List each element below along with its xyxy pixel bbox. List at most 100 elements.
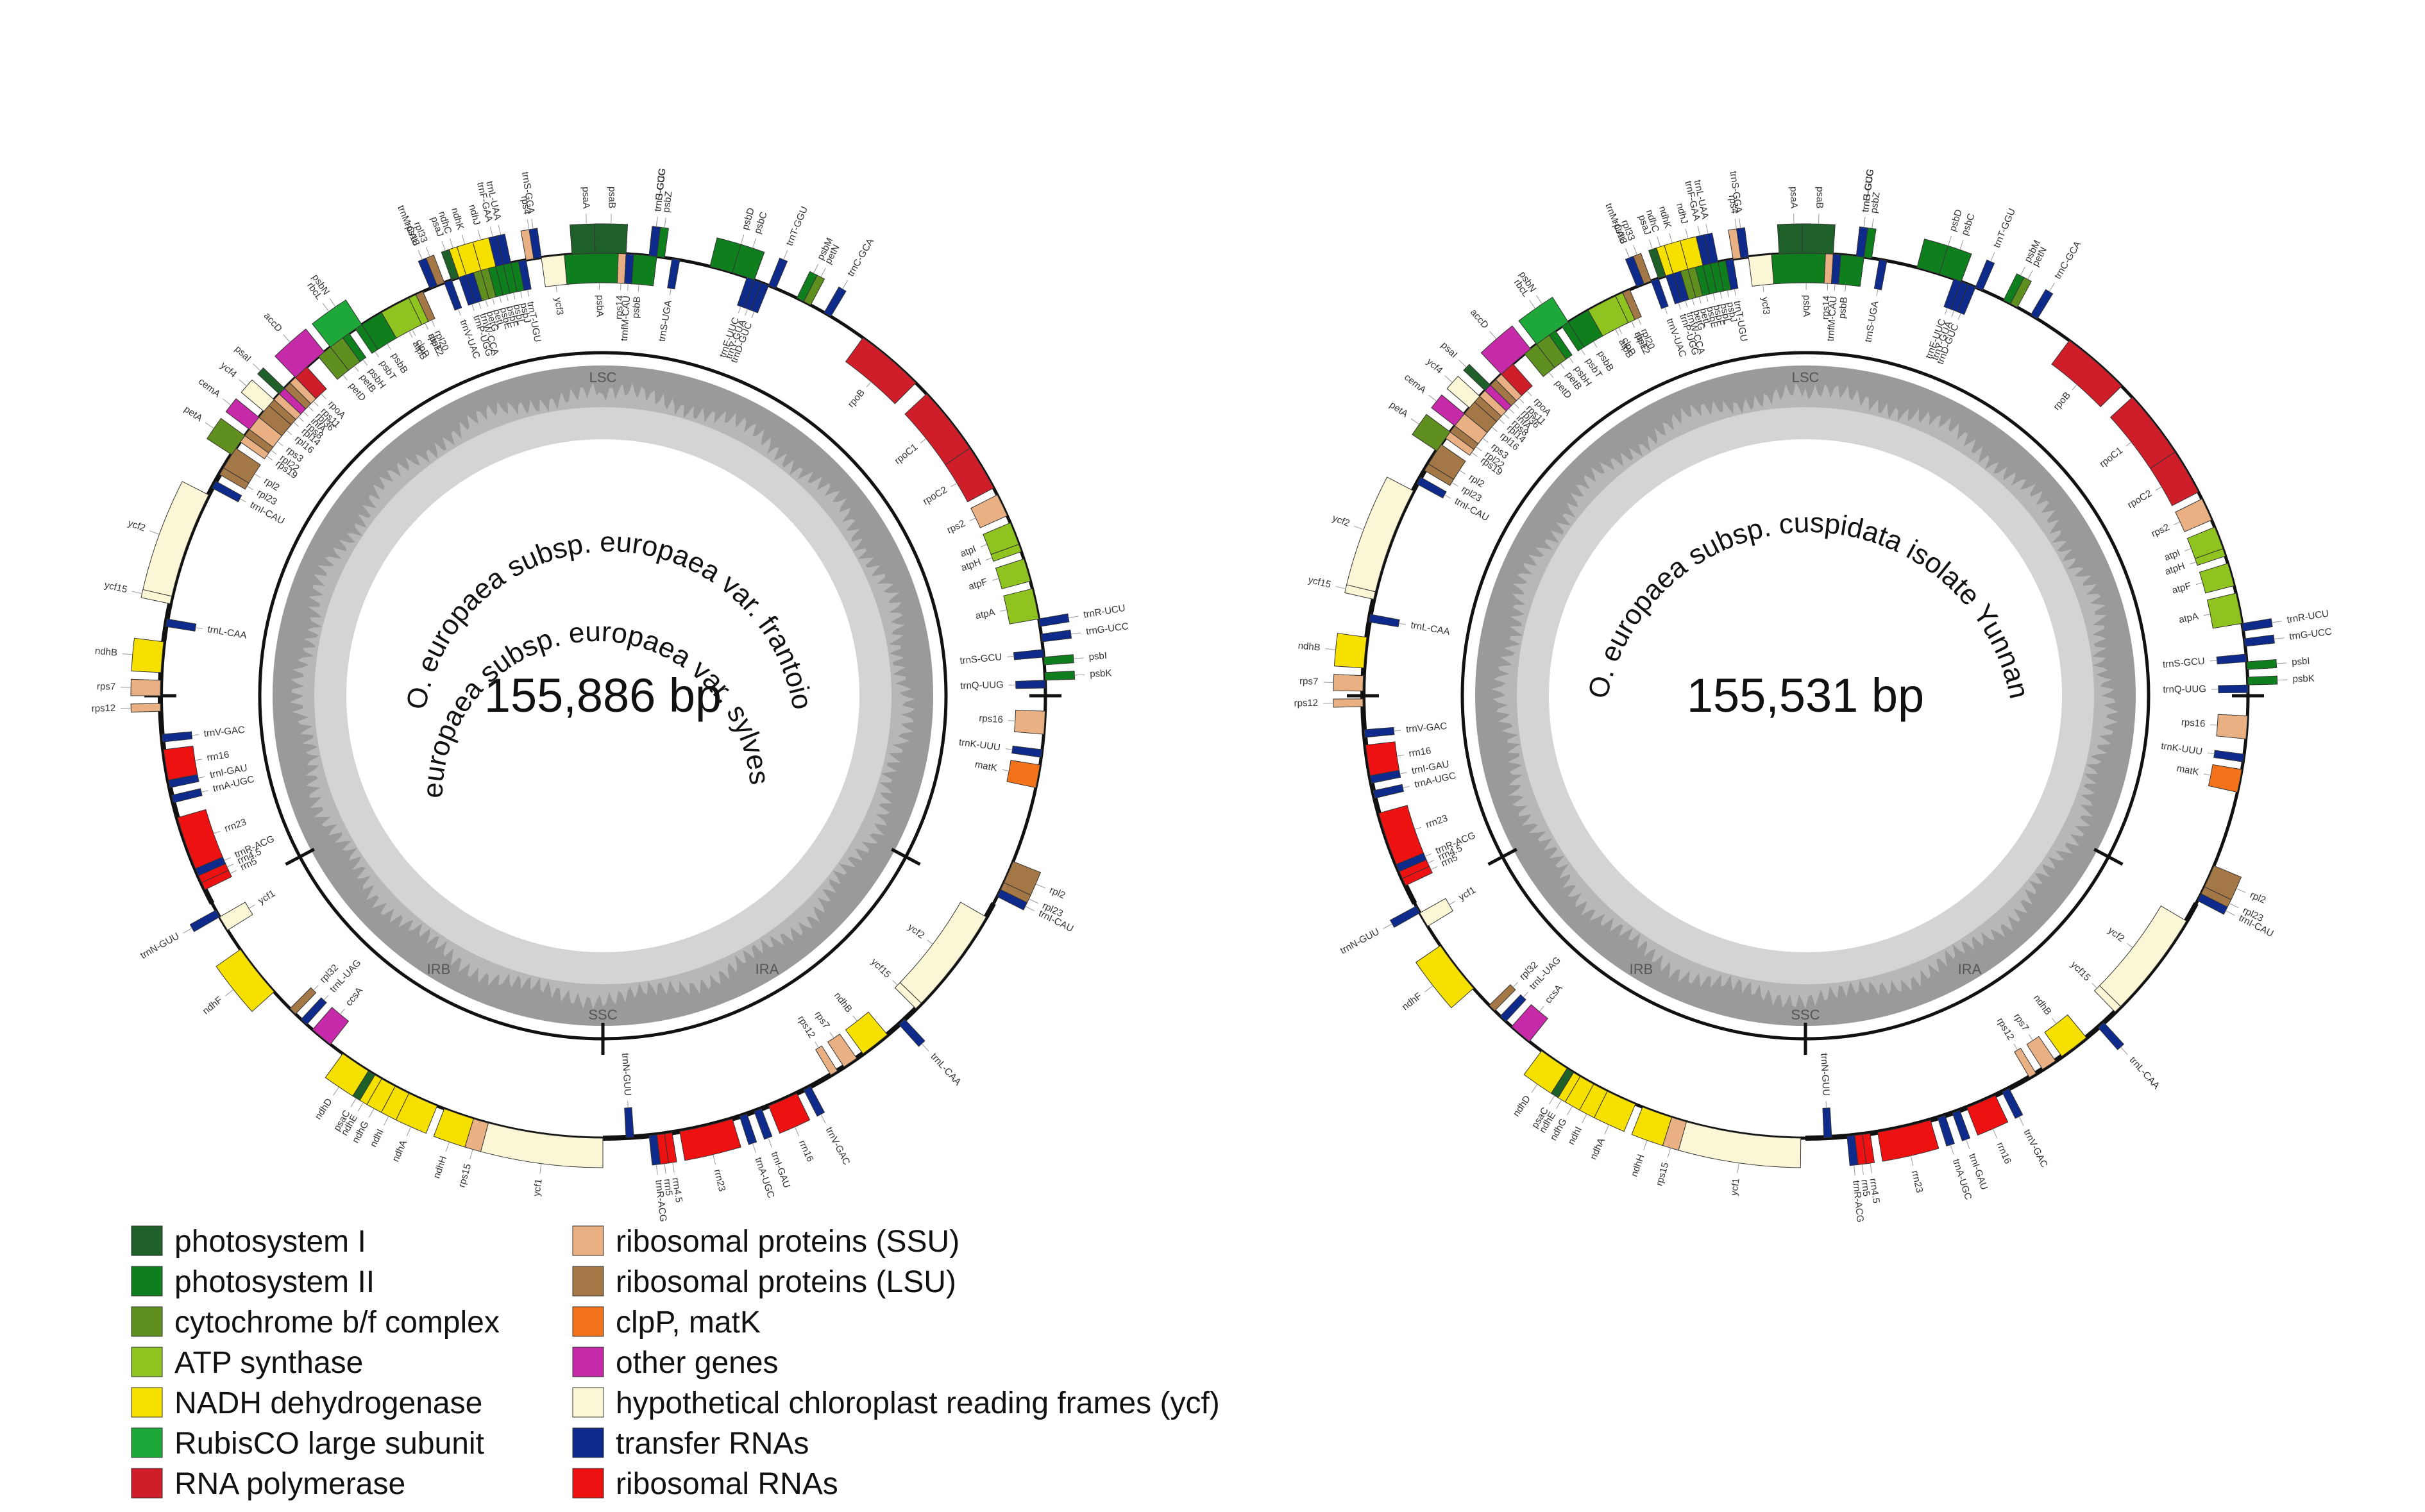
gene-leader-line xyxy=(2195,582,2203,585)
gene-leader-line xyxy=(921,1043,929,1052)
gene-ycf1 xyxy=(1419,898,1453,927)
legend-label: ribosomal proteins (SSU) xyxy=(616,1225,959,1259)
gene-leader-line xyxy=(1451,482,1458,487)
gene-leader-line xyxy=(1604,1124,1610,1134)
legend-swatch xyxy=(572,1266,604,1297)
gene-trnd-guc xyxy=(1957,283,1976,315)
gene-rps12 xyxy=(2014,1048,2037,1078)
gene-trns-gcu xyxy=(1013,649,1044,660)
gene-psbk xyxy=(1044,670,1076,681)
gene-rps16 xyxy=(1014,709,1046,735)
gene-leader-line xyxy=(1959,240,1964,250)
gene-leader-line xyxy=(842,280,849,290)
gene-petn xyxy=(2009,277,2032,308)
gene-trnr-ucu xyxy=(2242,618,2273,632)
gene-trni-cau xyxy=(212,480,242,503)
gene-leader-line xyxy=(1491,426,1498,432)
gene-label: psbK xyxy=(1090,668,1112,679)
gene-rps16 xyxy=(2216,714,2248,739)
gc-center xyxy=(1549,439,2062,952)
gene-label: rps4 xyxy=(519,195,532,215)
gene-leader-line xyxy=(303,411,309,417)
gene-trna-ugc xyxy=(739,1113,757,1145)
gene-leader-line xyxy=(195,627,203,630)
legend-swatch xyxy=(572,1347,604,1377)
gene-label: psbK xyxy=(2292,673,2315,685)
gc-content-ring xyxy=(1475,365,2136,1026)
gene-leader-line xyxy=(1428,394,1437,402)
gene-trnm-cau xyxy=(1625,256,1644,287)
legend-label: transfer RNAs xyxy=(616,1427,809,1461)
gene-leader-line xyxy=(1705,294,1709,302)
gene-leader-line xyxy=(350,1098,357,1107)
gene-label: trnfM-CAU xyxy=(1825,296,1839,342)
gene-psbi xyxy=(1043,654,1074,666)
gene-leader-line xyxy=(2029,1034,2033,1041)
gene-label: rps14 xyxy=(1820,295,1832,319)
gene-label: psaB xyxy=(606,187,618,208)
gene-label: rpoB xyxy=(845,387,867,410)
gene-label: psbZ xyxy=(661,190,674,213)
gene-ndhh xyxy=(433,1108,474,1148)
gene-leader-line xyxy=(477,230,481,240)
gene-label: trnT-GGU xyxy=(784,205,810,248)
gene-leader-line xyxy=(1950,1145,1954,1155)
gene-leader-line xyxy=(1734,218,1737,229)
gene-ndhf xyxy=(1415,945,1474,1009)
gene-leader-line xyxy=(2207,752,2215,755)
gene-rbcl xyxy=(1518,296,1569,345)
gene-leader-line xyxy=(357,1102,364,1112)
gene-leader-line xyxy=(740,234,745,245)
gene-leader-line xyxy=(323,995,329,1001)
gene-leader-line xyxy=(820,1114,826,1124)
gene-label: atpA xyxy=(974,607,996,621)
gene-leader-line xyxy=(672,1162,675,1173)
gene-leader-line xyxy=(1678,303,1681,310)
gene-petn xyxy=(803,274,825,306)
gene-label: rpl2 xyxy=(2249,889,2268,906)
gene-leader-line xyxy=(2018,1116,2024,1126)
gene-label: trnfM-CAU xyxy=(619,296,632,342)
gene-leader-line xyxy=(2272,621,2283,623)
gene-label: rrn5 xyxy=(1859,1179,1872,1197)
gene-leader-line xyxy=(1951,310,1955,317)
gene-leader-line xyxy=(313,401,319,407)
gene-leader-line xyxy=(1444,375,1453,383)
gene-leader-line xyxy=(2236,888,2246,893)
gene-label: psbA xyxy=(595,295,605,317)
gene-label: atpA xyxy=(2178,611,2200,626)
gene-label: trnQ-UUG xyxy=(960,680,1004,692)
gene-label: ndhA xyxy=(390,1139,409,1164)
gene-leader-line xyxy=(1029,898,1038,904)
region-boundary-mark xyxy=(285,848,315,866)
gene-leader-line xyxy=(339,1009,345,1015)
gene-label: trnR-ACG xyxy=(1850,1180,1866,1223)
gene-label: trnC-GCA xyxy=(2052,239,2084,281)
gene-label: psaA xyxy=(580,187,591,209)
gene-label: ycf1 xyxy=(531,1178,544,1197)
gene-label: ccsA xyxy=(1543,982,1565,1005)
gene-leader-line xyxy=(2204,773,2211,776)
legend-item: ribosomal proteins (SSU) xyxy=(572,1225,959,1259)
gene-leader-line xyxy=(1870,1163,1872,1173)
gene-leader-line xyxy=(527,289,530,297)
gene-leader-line xyxy=(471,304,475,311)
gene-leader-line xyxy=(457,308,461,316)
gene-leader-line xyxy=(1482,437,1489,443)
gene-label: rpoC1 xyxy=(2097,445,2125,470)
gene-trns-uga xyxy=(1873,259,1888,290)
legend-item: RubisCO large subunit xyxy=(131,1427,484,1461)
gene-leader-line xyxy=(271,449,277,455)
gene-label: ndhI xyxy=(368,1127,386,1149)
gene-leader-line xyxy=(445,1141,450,1152)
legend-item: transfer RNAs xyxy=(572,1427,809,1461)
gene-accd xyxy=(1480,325,1532,375)
gene-leader-line xyxy=(1643,1140,1648,1150)
gene-peta xyxy=(1412,414,1451,451)
gene-leader-line xyxy=(122,653,133,655)
gene-leader-line xyxy=(2052,1018,2057,1024)
gene-leader-line xyxy=(1498,418,1505,424)
gene-label: trnN-GUU xyxy=(1818,1053,1831,1096)
gene-trnl-caa xyxy=(165,618,197,632)
